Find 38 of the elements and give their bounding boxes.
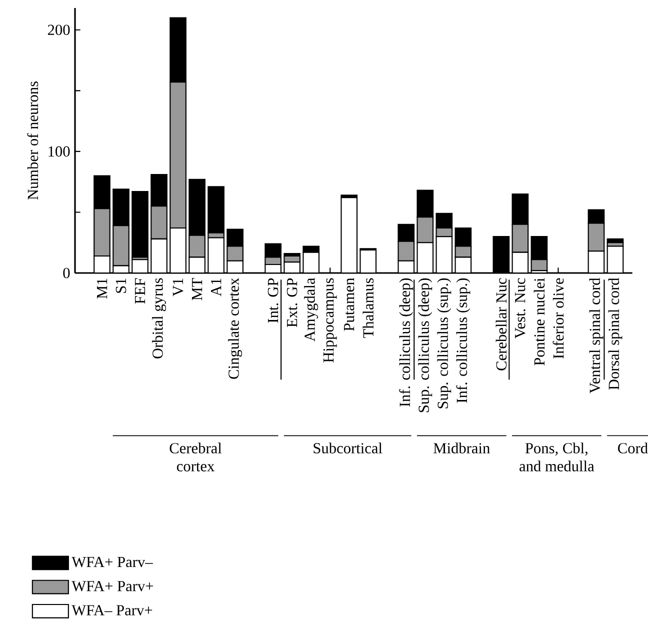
x-tick-label: Int. GP — [268, 278, 278, 323]
bar — [132, 191, 148, 258]
x-tick-label: S1 — [116, 278, 126, 293]
x-tick-label: Ventral spinal cord — [589, 278, 604, 394]
x-tick-label: Dorsal spinal cord — [608, 278, 622, 390]
x-tick-label: Thalamus — [362, 278, 374, 338]
x-tick-label: FEF — [134, 278, 146, 304]
x-tick-label: Vest. Nuc — [515, 278, 526, 338]
x-tick-label: Ext. GP — [286, 278, 298, 328]
x-tick-label: M1 — [96, 278, 108, 299]
y-tick-label: 100 — [48, 146, 70, 157]
text: Cord — [618, 442, 648, 454]
x-tick-label: V1 — [172, 278, 184, 296]
x-tick-label: Putamen — [344, 278, 354, 331]
x-tick-label: Cingulate cortex — [228, 278, 242, 379]
legend-label: WFA+ Parv+ — [72, 580, 154, 592]
legend-label: WFA– Parv+ — [72, 605, 152, 616]
bar — [208, 186, 224, 234]
text: Midbrain — [434, 442, 490, 454]
x-tick-label: Sup. colliculus (sup.) — [437, 278, 452, 408]
y-tick-label: 200 — [48, 24, 70, 36]
x-tick-label: Inf. colliculus (deep) — [399, 278, 414, 407]
x-tick-label: Pontine nuclei — [534, 278, 545, 366]
x-tick-label: Orbital gyrus — [152, 278, 166, 358]
x-tick-label: Cerebellar Nuc — [496, 278, 507, 370]
x-tick-label: A1 — [210, 278, 222, 296]
legend-label: WFA+ Parv– — [72, 556, 153, 568]
text: Cerebral cortex — [170, 442, 222, 472]
y-axis-title: Number of neurons — [27, 81, 38, 200]
x-tick-label: Sup. colliculus (deep) — [418, 278, 432, 412]
text: Subcortical — [314, 442, 382, 454]
y-tick-label: 0 — [63, 268, 70, 278]
x-tick-label: Inf. colliculus (sup.) — [456, 278, 470, 403]
text: Pons, Cbl, and medulla — [520, 442, 594, 472]
x-tick-label: MT — [192, 278, 202, 300]
x-tick-label: Hippocampus — [323, 278, 337, 362]
x-tick-label: Inferior olive — [552, 278, 564, 358]
x-tick-label: Amygdala — [304, 278, 318, 342]
